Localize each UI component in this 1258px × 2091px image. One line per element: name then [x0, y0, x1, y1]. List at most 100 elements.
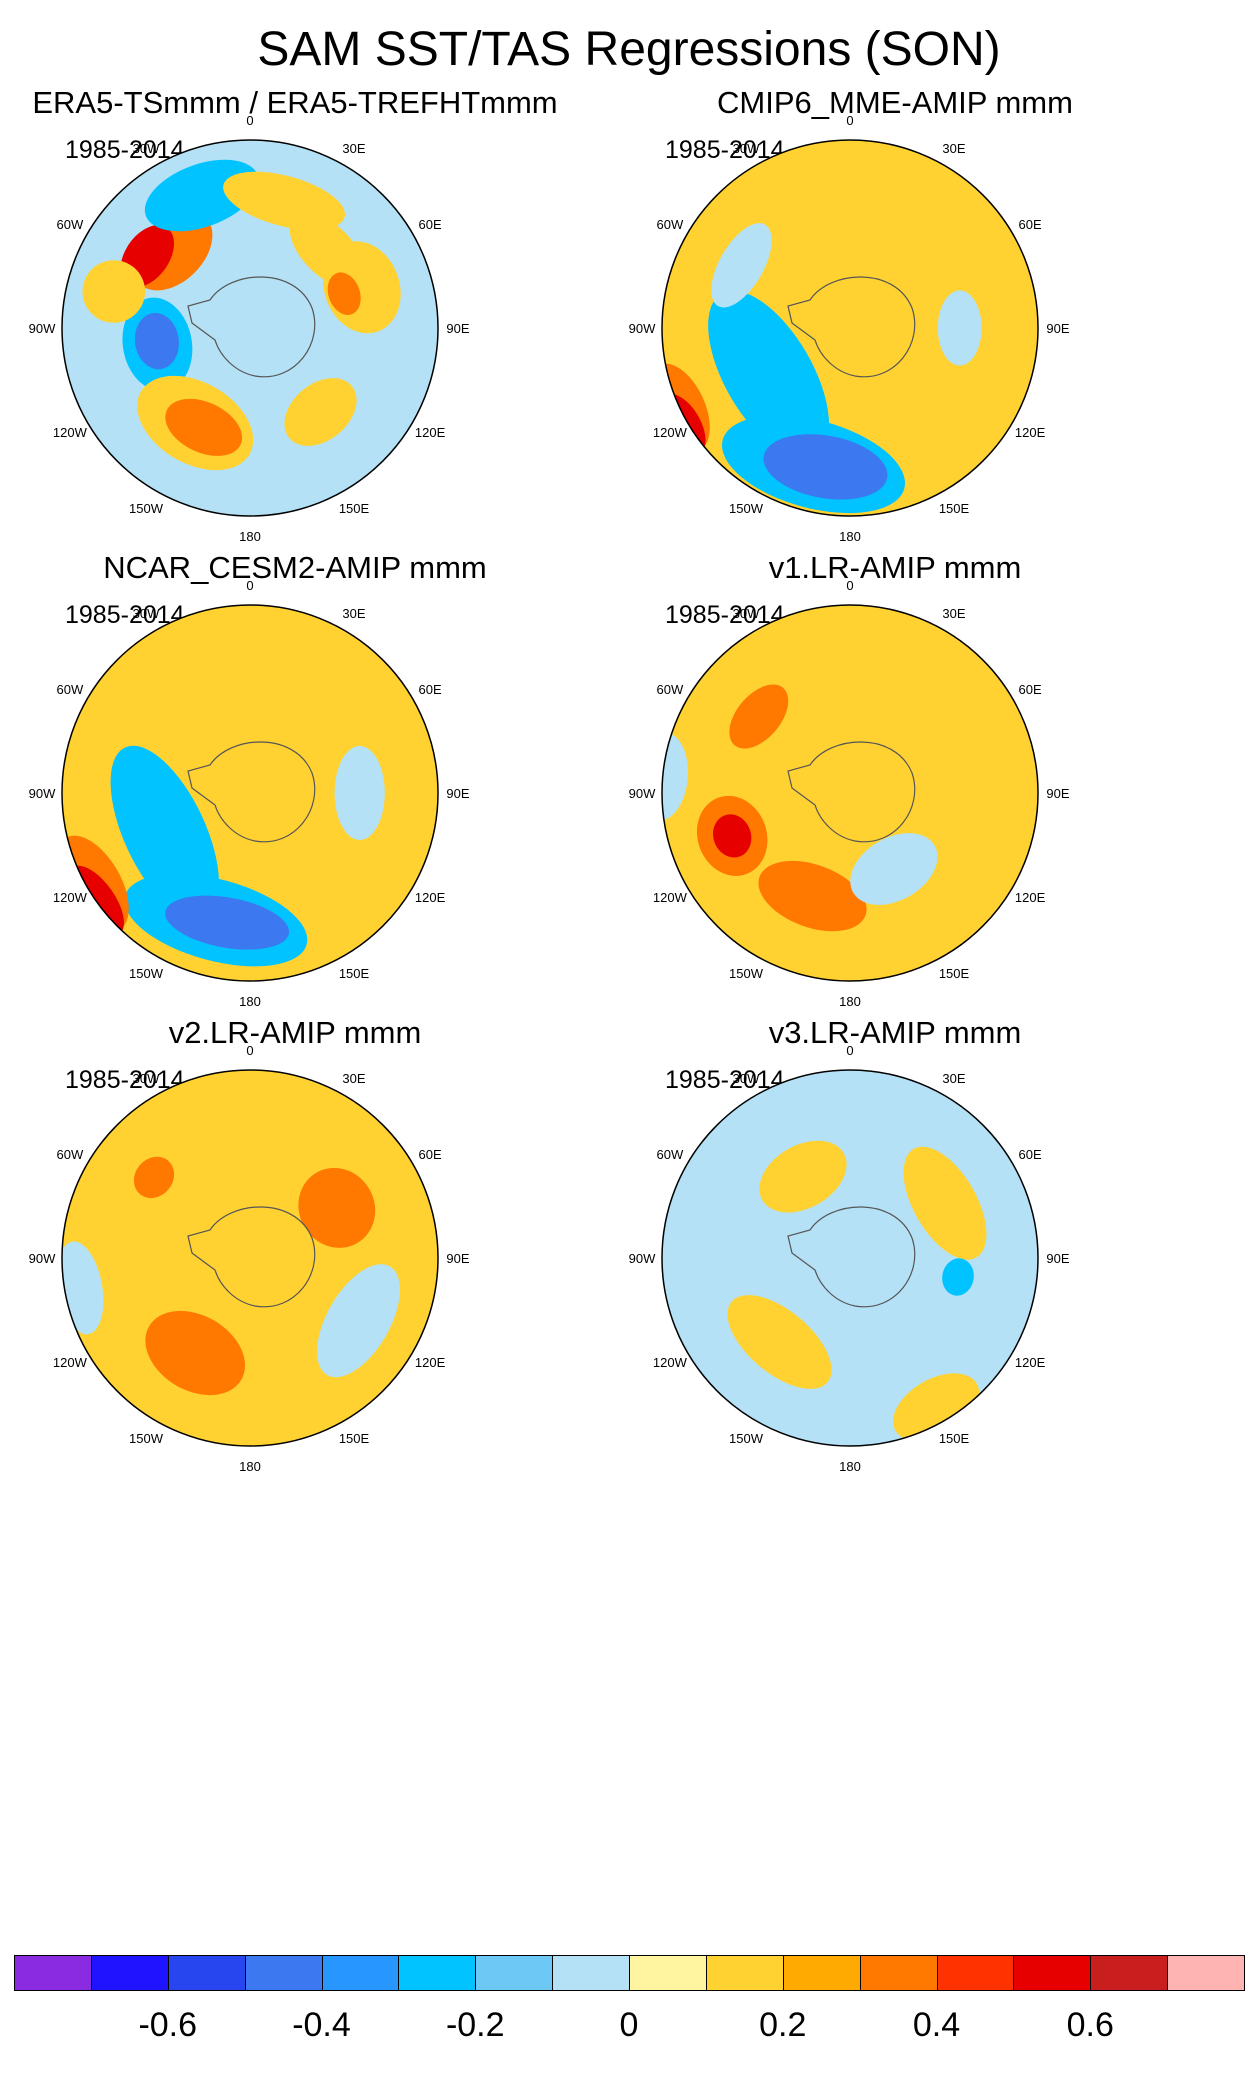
longitude-label: 90E: [1046, 321, 1069, 336]
colorbar-swatch: [552, 1955, 630, 1991]
longitude-label: 90E: [446, 1251, 469, 1266]
anomaly-patch: [763, 434, 888, 500]
anomaly-patch: [1063, 388, 1107, 440]
polar-map: 0 30E 60E 90E 120E 150E 180 150W 120W 90W 60W 30W: [629, 1043, 1070, 1474]
anomaly-patch: [82, 260, 146, 323]
longitude-label: 30W: [733, 606, 760, 621]
longitude-label: 60W: [57, 1147, 84, 1162]
colorbar-swatch: [859, 1955, 937, 1991]
panel-title: ERA5-TSmmm / ERA5-TREFHTmmm: [32, 85, 558, 120]
anomaly-patch: [942, 1258, 974, 1296]
anomaly-patch: [133, 1156, 175, 1199]
anomaly-patch: [165, 895, 290, 950]
longitude-label: 30E: [342, 1071, 365, 1086]
map-border: [61, 139, 439, 517]
longitude-label: 120W: [653, 1355, 688, 1370]
colorbar-swatch: [936, 1955, 1014, 1991]
longitude-label: 150E: [939, 501, 970, 516]
longitude-label: 30W: [133, 141, 160, 156]
colorbar-swatch: [321, 1955, 399, 1991]
longitude-label: 60W: [57, 682, 84, 697]
anomaly-patch: [711, 223, 772, 308]
longitude-label: 30W: [733, 1071, 760, 1086]
colorbar-swatch: [1167, 1955, 1245, 1991]
longitude-label: 30E: [342, 141, 365, 156]
period-label: 1985-2014: [65, 601, 185, 629]
antarctica-outline: [787, 741, 916, 843]
figure-title: SAM SST/TAS Regressions (SON): [257, 23, 1001, 76]
longitude-label: 60W: [657, 1147, 684, 1162]
map-panel-v3lr: v3.LR-AMIP mmm 1985-2014 0 30E 60E 90E 120E 1…: [615, 1015, 1235, 1615]
regression-field: [62, 1070, 438, 1446]
longitude-label: 60E: [419, 217, 442, 232]
longitude-label: 180: [839, 529, 861, 544]
longitude-label: 120W: [53, 1355, 88, 1370]
longitude-label: 120E: [1015, 890, 1046, 905]
longitude-label: 90E: [446, 321, 469, 336]
longitude-label: 30E: [942, 141, 965, 156]
longitude-label: 180: [239, 1459, 261, 1474]
period-label: 1985-2014: [665, 136, 785, 164]
panel-title: NCAR_CESM2-AMIP mmm: [103, 550, 487, 585]
anomaly-patch: [145, 1310, 246, 1396]
period-label: 1985-2014: [65, 1066, 185, 1094]
colorbar-swatch: [244, 1955, 322, 1991]
longitude-label: 90E: [1046, 786, 1069, 801]
longitude-label: 60E: [1019, 1147, 1042, 1162]
map-panel-era5: ERA5-TSmmm / ERA5-TREFHTmmm 1985-2014 0 3…: [15, 85, 635, 685]
polar-map: 0 30E 60E 90E 120E 150E 180 150W 120W 90W 60W 30W: [629, 578, 1070, 1009]
colorbar-tick-label: -0.4: [292, 2006, 351, 2044]
panel-title: CMIP6_MME-AMIP mmm: [717, 85, 1073, 120]
longitude-label: 90W: [29, 1251, 56, 1266]
anomaly-patch: [134, 313, 179, 370]
longitude-label: 150W: [729, 1431, 764, 1446]
anomaly-patch: [317, 1264, 400, 1378]
polar-map: 0 30E 60E 90E 120E 150E 180 150W 120W 90W 60W 30W: [29, 578, 470, 1009]
anomaly-patch: [729, 684, 789, 749]
longitude-label: 180: [839, 1459, 861, 1474]
anomaly-patch: [727, 1295, 832, 1389]
longitude-label: 0: [246, 1043, 253, 1058]
longitude-label: 90W: [629, 786, 656, 801]
antarctica-outline: [187, 741, 316, 843]
longitude-label: 150W: [129, 501, 164, 516]
longitude-label: 30W: [133, 606, 160, 621]
anomaly-patch: [298, 1167, 376, 1248]
colorbar-swatch: [1013, 1955, 1091, 1991]
period-label: 1985-2014: [665, 601, 785, 629]
colorbar-swatch: [629, 1955, 707, 1991]
anomaly-patch: [334, 746, 385, 840]
longitude-label: 120W: [653, 425, 688, 440]
longitude-label: 90W: [629, 321, 656, 336]
longitude-label: 60E: [1019, 217, 1042, 232]
colorbar-tick-label: 0.6: [1066, 2006, 1114, 2044]
polar-map: 0 30E 60E 90E 120E 150E 180 150W 120W 90W 60W 30W: [629, 113, 1107, 544]
longitude-label: 150E: [339, 501, 370, 516]
map-border: [661, 139, 1039, 517]
antarctica-outline: [787, 276, 916, 378]
longitude-label: 90W: [629, 1251, 656, 1266]
longitude-label: 120E: [415, 890, 446, 905]
longitude-label: 120E: [1015, 1355, 1046, 1370]
colorbar-tick-label: 0.4: [912, 2006, 961, 2044]
colorbar-swatch: [1090, 1955, 1168, 1991]
colorbar-tick-label: 0: [619, 2006, 639, 2044]
colorbar: -0.6 -0.4 -0.2 0 0.2 0.4 0.6: [14, 1955, 1245, 2065]
longitude-label: 150E: [939, 1431, 970, 1446]
longitude-label: 30E: [942, 1071, 965, 1086]
longitude-label: 180: [239, 994, 261, 1009]
longitude-label: 60W: [57, 217, 84, 232]
longitude-label: 60E: [1019, 682, 1042, 697]
colorbar-swatch: [14, 1955, 92, 1991]
colorbar-swatch: [398, 1955, 476, 1991]
longitude-label: 150W: [129, 966, 164, 981]
colorbar-tick-label: -0.2: [445, 2006, 505, 2044]
map-border: [661, 604, 1039, 982]
anomaly-patch: [0, 723, 10, 772]
colorbar-swatch: [475, 1955, 553, 1991]
longitude-label: 150E: [339, 1431, 370, 1446]
anomaly-patch: [0, 730, 28, 810]
period-label: 1985-2014: [665, 1066, 785, 1094]
polar-map: 0 30E 60E 90E 120E 150E 180 150W 120W 90W 60W 30W: [29, 113, 470, 544]
longitude-label: 150W: [729, 966, 764, 981]
